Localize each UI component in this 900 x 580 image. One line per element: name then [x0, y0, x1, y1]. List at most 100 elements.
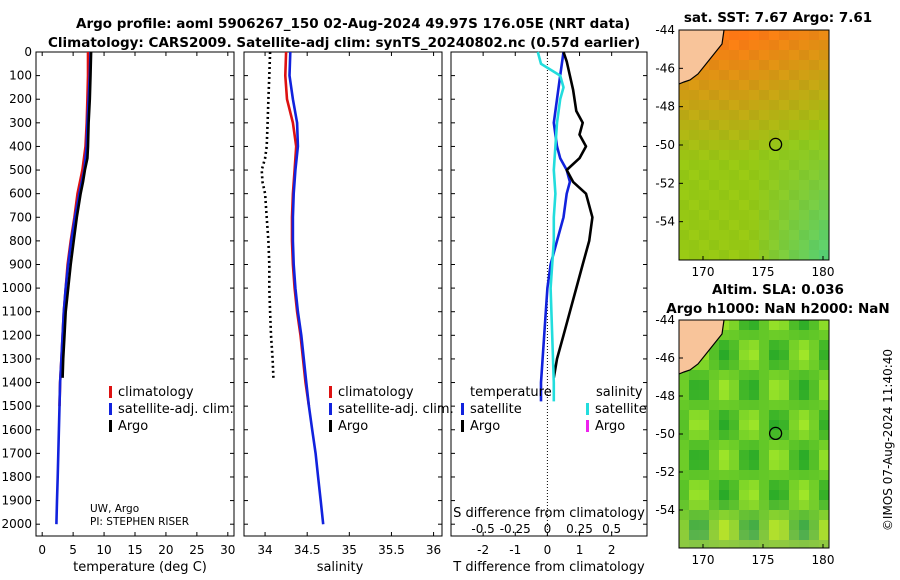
heatmap-cell	[759, 360, 769, 370]
y-tick-label: 1400	[1, 376, 32, 390]
heatmap-cell	[699, 420, 709, 430]
heatmap-cell	[739, 530, 749, 540]
heatmap-cell	[769, 110, 779, 120]
heatmap-cell	[799, 430, 809, 440]
heatmap-cell	[799, 320, 809, 330]
heatmap-cell	[759, 30, 769, 40]
heatmap-cell	[679, 180, 689, 190]
heatmap-cell	[729, 190, 739, 200]
heatmap-cell	[799, 380, 809, 390]
heatmap-cell	[749, 500, 759, 510]
heatmap-cell	[689, 200, 699, 210]
heatmap-cell	[739, 130, 749, 140]
heatmap-cell	[739, 140, 749, 150]
heatmap-cell	[719, 530, 729, 540]
heatmap-cell	[709, 500, 719, 510]
legend-swatch-argo	[329, 420, 332, 432]
heatmap-cell	[819, 330, 829, 340]
heatmap-cell	[789, 250, 799, 260]
heatmap-cell	[739, 250, 749, 260]
heatmap-cell	[789, 340, 799, 350]
heatmap-cell	[739, 380, 749, 390]
heatmap-cell	[759, 160, 769, 170]
map-y-tick-label: -46	[655, 351, 675, 365]
heatmap-cell	[689, 470, 699, 480]
heatmap-cell	[739, 370, 749, 380]
heatmap-cell	[729, 90, 739, 100]
heatmap-cell	[779, 330, 789, 340]
heatmap-cell	[719, 140, 729, 150]
heatmap-cell	[799, 500, 809, 510]
heatmap-cell	[759, 530, 769, 540]
heatmap-cell	[779, 520, 789, 530]
heatmap-cell	[709, 340, 719, 350]
map-x-tick-label: 170	[692, 265, 715, 279]
heatmap-cell	[699, 140, 709, 150]
sla-map-title-line1: Altim. SLA: 0.036	[712, 282, 844, 298]
heatmap-cell	[809, 190, 819, 200]
heatmap-cell	[769, 430, 779, 440]
heatmap-cell	[799, 80, 809, 90]
heatmap-cell	[789, 160, 799, 170]
x-tick-label: 2	[608, 543, 616, 557]
heatmap-cell	[749, 140, 759, 150]
heatmap-cell	[779, 210, 789, 220]
heatmap-cell	[689, 110, 699, 120]
heatmap-cell	[779, 100, 789, 110]
series-s-satellite	[536, 51, 565, 402]
heatmap-cell	[789, 370, 799, 380]
heatmap-cell	[769, 350, 779, 360]
top-x-tick-label: 0	[544, 522, 552, 536]
heatmap-cell	[809, 360, 819, 370]
sst-coastline	[679, 30, 725, 85]
heatmap-cell	[719, 200, 729, 210]
heatmap-cell	[769, 40, 779, 50]
heatmap-cell	[729, 500, 739, 510]
heatmap-cell	[749, 520, 759, 530]
heatmap-cell	[749, 240, 759, 250]
heatmap-cell	[679, 210, 689, 220]
heatmap-cell	[809, 390, 819, 400]
top-x-tick-label: -0.25	[500, 522, 531, 536]
heatmap-cell	[769, 160, 779, 170]
heatmap-cell	[779, 410, 789, 420]
heatmap-cell	[819, 70, 829, 80]
heatmap-cell	[779, 40, 789, 50]
y-tick-label: 1700	[1, 446, 32, 460]
heatmap-cell	[709, 120, 719, 130]
heatmap-cell	[719, 80, 729, 90]
heatmap-cell	[749, 200, 759, 210]
heatmap-cell	[789, 470, 799, 480]
heatmap-cell	[749, 250, 759, 260]
heatmap-cell	[709, 470, 719, 480]
heatmap-cell	[729, 350, 739, 360]
map-y-tick-label: -50	[655, 138, 675, 152]
heatmap-cell	[779, 60, 789, 70]
heatmap-cell	[789, 220, 799, 230]
heatmap-cell	[719, 400, 729, 410]
heatmap-cell	[729, 510, 739, 520]
heatmap-cell	[739, 190, 749, 200]
heatmap-cell	[809, 240, 819, 250]
heatmap-cell	[759, 190, 769, 200]
heatmap-cell	[809, 50, 819, 60]
heatmap-cell	[769, 510, 779, 520]
heatmap-cell	[709, 230, 719, 240]
heatmap-cell	[719, 390, 729, 400]
series-argo	[260, 51, 275, 381]
heatmap-cell	[779, 190, 789, 200]
x-tick-label: 0	[544, 543, 552, 557]
heatmap-cell	[809, 410, 819, 420]
sst-land-mask	[679, 30, 724, 84]
heatmap-cell	[729, 240, 739, 250]
heatmap-cell	[729, 50, 739, 60]
heatmap-cell	[749, 130, 759, 140]
map-x-tick-label: 180	[812, 265, 835, 279]
x-tick-label: 35	[342, 543, 357, 557]
heatmap-cell	[699, 380, 709, 390]
heatmap-cell	[719, 500, 729, 510]
heatmap-cell	[809, 420, 819, 430]
heatmap-cell	[789, 330, 799, 340]
heatmap-cell	[819, 50, 829, 60]
heatmap-cell	[769, 210, 779, 220]
